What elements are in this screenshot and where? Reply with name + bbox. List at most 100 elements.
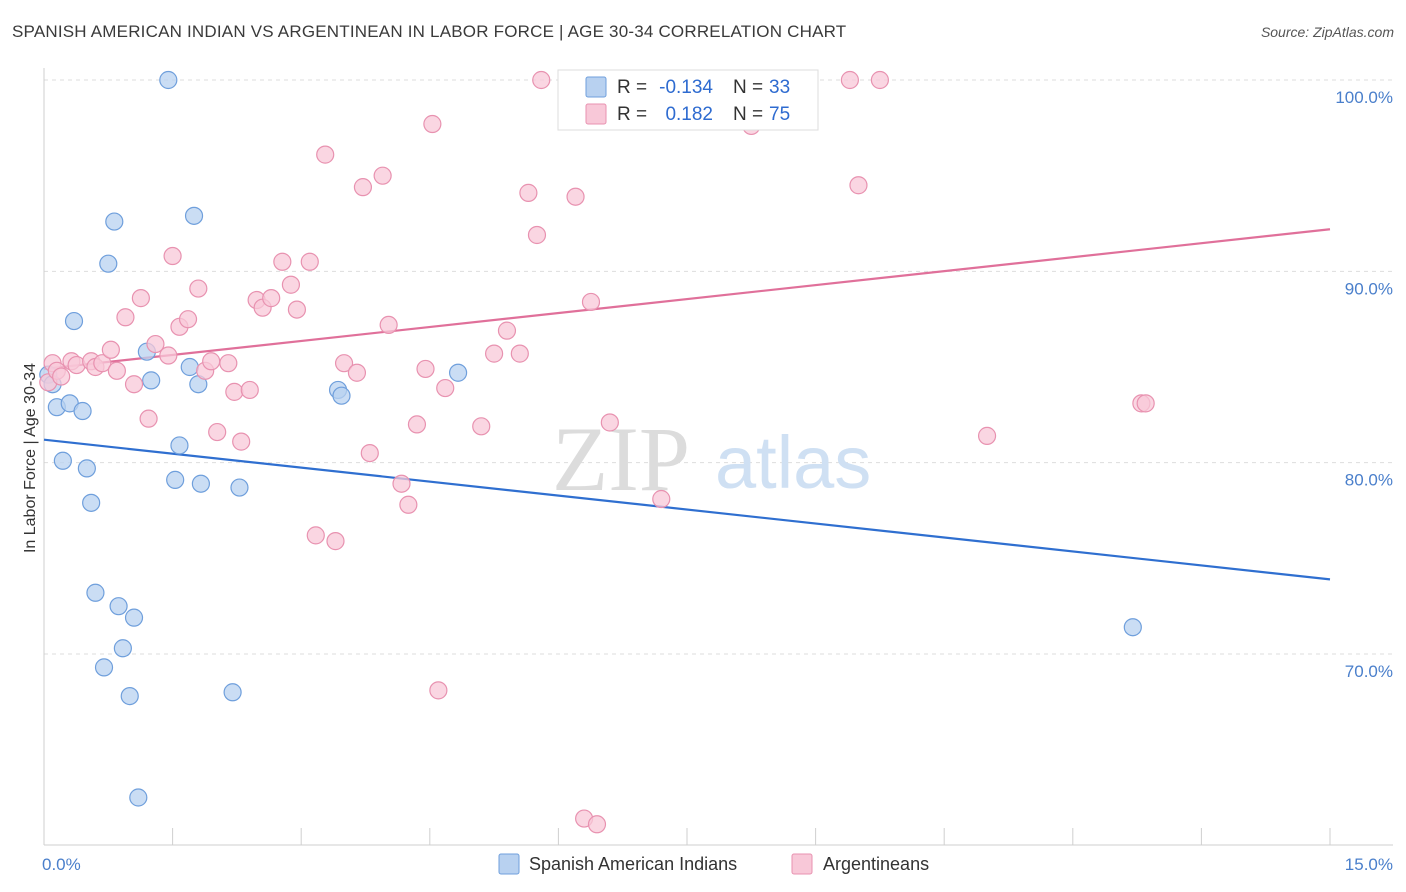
point-pink — [587, 815, 607, 834]
point-pink — [131, 289, 150, 308]
watermark: ZIP atlas — [552, 408, 871, 510]
y-tick-label: 70.0% — [1345, 662, 1393, 681]
point-pink — [300, 252, 319, 271]
point-blue — [77, 459, 96, 478]
legend-label-argentineans: Argentineans — [823, 854, 929, 874]
point-blue — [129, 788, 148, 807]
point-blue — [124, 608, 144, 627]
point-pink — [527, 225, 547, 245]
point-pink — [532, 70, 551, 90]
gridlines — [44, 79, 1393, 655]
point-blue — [73, 401, 92, 421]
point-pink — [139, 409, 158, 428]
point-blue — [159, 70, 178, 90]
point-pink — [566, 187, 585, 206]
stats-n-value-2: 75 — [769, 104, 790, 125]
point-pink — [232, 432, 251, 451]
point-pink — [287, 300, 307, 319]
watermark-zip: ZIP — [552, 408, 690, 510]
point-pink — [281, 275, 301, 294]
point-pink — [379, 315, 398, 335]
point-pink — [52, 367, 71, 386]
point-pink — [407, 415, 427, 434]
point-pink — [146, 334, 165, 354]
point-pink — [262, 289, 281, 308]
point-pink — [163, 246, 182, 266]
point-pink — [219, 354, 238, 373]
point-blue — [109, 597, 128, 616]
point-pink — [652, 489, 671, 509]
point-blue — [448, 363, 468, 382]
point-pink — [202, 352, 221, 371]
point-blue — [142, 371, 161, 390]
point-pink — [240, 380, 259, 400]
point-blue — [120, 686, 139, 706]
point-blue — [191, 474, 210, 493]
stats-r-value-2: 0.182 — [665, 104, 713, 125]
point-pink — [870, 70, 890, 90]
point-blue — [64, 311, 84, 331]
point-pink — [353, 178, 373, 197]
trend-line-pink — [43, 228, 1331, 371]
point-blue — [113, 639, 132, 658]
stats-r-value-1: -0.134 — [659, 77, 713, 98]
point-pink — [392, 474, 411, 493]
point-blue — [94, 658, 114, 677]
chart-title: SPANISH AMERICAN INDIAN VS ARGENTINEAN I… — [12, 22, 847, 41]
stats-n-label-1: N = — [733, 77, 763, 98]
stats-swatch-blue — [585, 76, 607, 98]
point-blue — [230, 478, 249, 497]
axes — [43, 68, 1393, 846]
point-pink — [360, 444, 379, 463]
point-blue — [223, 683, 242, 702]
chart-source: Source: ZipAtlas.com — [1260, 24, 1394, 40]
point-pink — [977, 426, 997, 445]
point-pink — [347, 363, 367, 382]
point-pink — [497, 321, 517, 340]
trend-line-blue — [43, 438, 1331, 581]
y-tick-label: 90.0% — [1345, 279, 1393, 298]
point-pink — [334, 354, 354, 373]
point-blue — [105, 212, 124, 231]
point-pink — [581, 292, 601, 312]
legend-swatch-argentineans — [791, 853, 813, 875]
data-points — [39, 70, 1155, 834]
point-pink — [189, 279, 208, 298]
point-pink — [116, 308, 135, 327]
ticks: 70.0% 80.0% 90.0% 100.0% 0.0% 15.0% — [42, 88, 1393, 874]
bottom-legend: Spanish American Indians Argentineans — [498, 853, 929, 875]
point-pink — [107, 361, 126, 380]
point-pink — [423, 114, 442, 134]
stats-n-value-1: 33 — [769, 77, 790, 98]
point-pink — [178, 310, 198, 329]
y-tick-label: 80.0% — [1345, 471, 1393, 490]
point-pink — [225, 382, 244, 401]
point-pink — [101, 340, 120, 359]
point-pink — [373, 166, 392, 185]
stats-swatch-pink — [585, 103, 607, 125]
point-blue — [166, 470, 185, 489]
point-blue — [1123, 618, 1142, 637]
point-pink — [519, 183, 538, 202]
point-pink — [600, 413, 619, 432]
point-pink — [326, 532, 345, 551]
point-pink — [159, 346, 178, 365]
stats-r-label-1: R = — [617, 77, 647, 98]
y-axis-label: In Labor Force | Age 30-34 — [22, 363, 39, 553]
stats-n-label-2: N = — [733, 104, 763, 125]
x-tick-label: 15.0% — [1345, 855, 1393, 874]
y-tick-label: 100.0% — [1335, 88, 1393, 107]
point-pink — [429, 681, 448, 700]
point-blue — [332, 386, 351, 405]
point-blue — [53, 451, 72, 470]
legend-swatch-spanish-american-indians — [498, 853, 520, 875]
point-blue — [82, 493, 101, 512]
stats-r-label-2: R = — [617, 104, 647, 125]
point-blue — [86, 583, 105, 602]
point-pink — [306, 526, 325, 545]
point-pink — [93, 354, 112, 373]
legend-label-spanish-american-indians: Spanish American Indians — [529, 854, 737, 874]
point-blue — [184, 206, 204, 225]
point-pink — [399, 495, 418, 514]
